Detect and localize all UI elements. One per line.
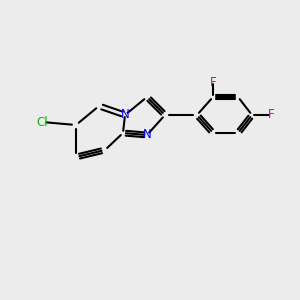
Text: F: F [210, 76, 216, 88]
Text: N: N [142, 128, 152, 142]
Text: F: F [268, 109, 274, 122]
Text: N: N [121, 109, 129, 122]
Text: Cl: Cl [36, 116, 48, 128]
